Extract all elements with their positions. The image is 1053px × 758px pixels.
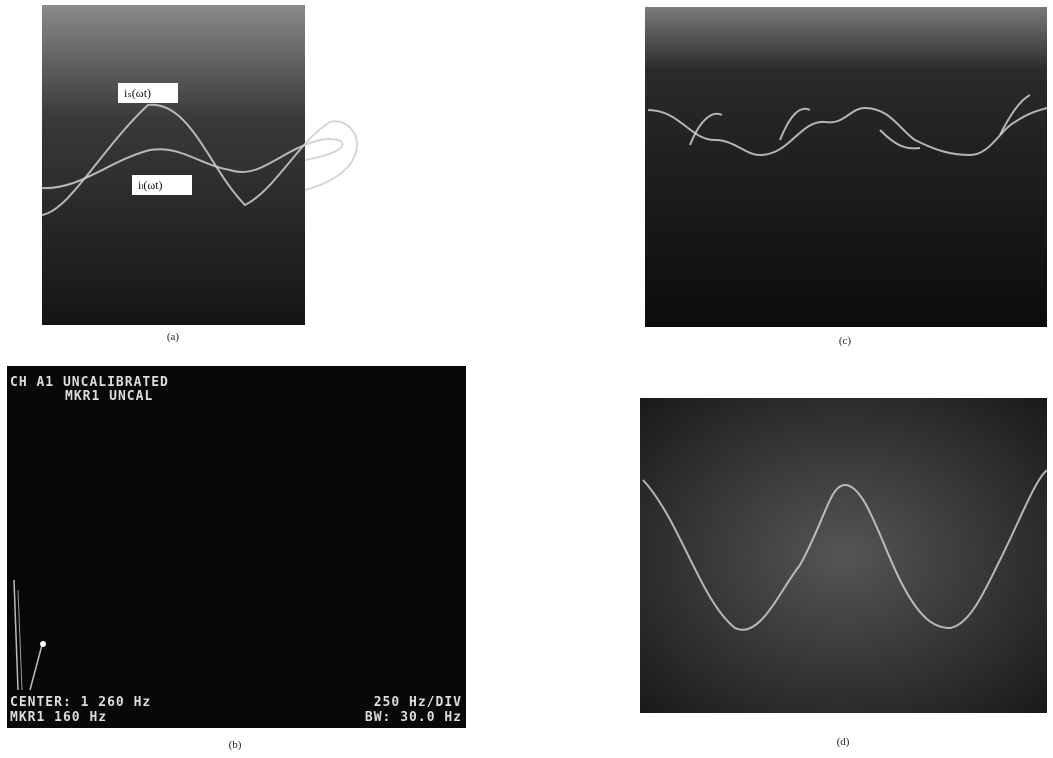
- label-box: [132, 175, 192, 195]
- waveform: [41, 138, 344, 190]
- screen-text: CH A1 UNCALIBRATED: [10, 375, 169, 390]
- spectrum-line: [17, 589, 23, 691]
- panel-c: (c): [645, 7, 1048, 347]
- scope-screen: [640, 398, 1047, 713]
- caption: (b): [229, 739, 242, 751]
- waveform: [642, 469, 1048, 631]
- label-box: [118, 83, 178, 103]
- scope-screen: [645, 7, 1047, 327]
- caption: (d): [837, 736, 850, 748]
- screen-text: MKR1 UNCAL: [65, 389, 153, 404]
- screen-text: CENTER: 1 260 Hz: [10, 695, 151, 710]
- screen-text: 250 Hz/DIV: [374, 695, 462, 710]
- analyzer-screen: [7, 366, 466, 728]
- panel-b: CH A1 UNCALIBRATED MKR1 UNCAL CENTER: 1 …: [7, 366, 466, 751]
- caption: (c): [839, 335, 852, 347]
- screen-text: MKR1 160 Hz: [10, 710, 107, 725]
- annotation: iₛ(ωt): [124, 86, 151, 100]
- annotation: iₗ(ωt): [138, 178, 163, 192]
- caption: (a): [167, 331, 180, 343]
- waveform: [647, 106, 1048, 157]
- scope-screen: [42, 5, 305, 325]
- panel-d: (d): [640, 398, 1048, 748]
- panel-a: iₛ(ωt) iₗ(ωt) (a): [41, 5, 358, 343]
- spectrum-line: [29, 644, 43, 691]
- waveform: [41, 103, 358, 216]
- waveform: [689, 94, 1031, 150]
- screen-text: BW: 30.0 Hz: [365, 710, 462, 725]
- spectrum-line: [13, 579, 19, 691]
- marker: [40, 641, 46, 647]
